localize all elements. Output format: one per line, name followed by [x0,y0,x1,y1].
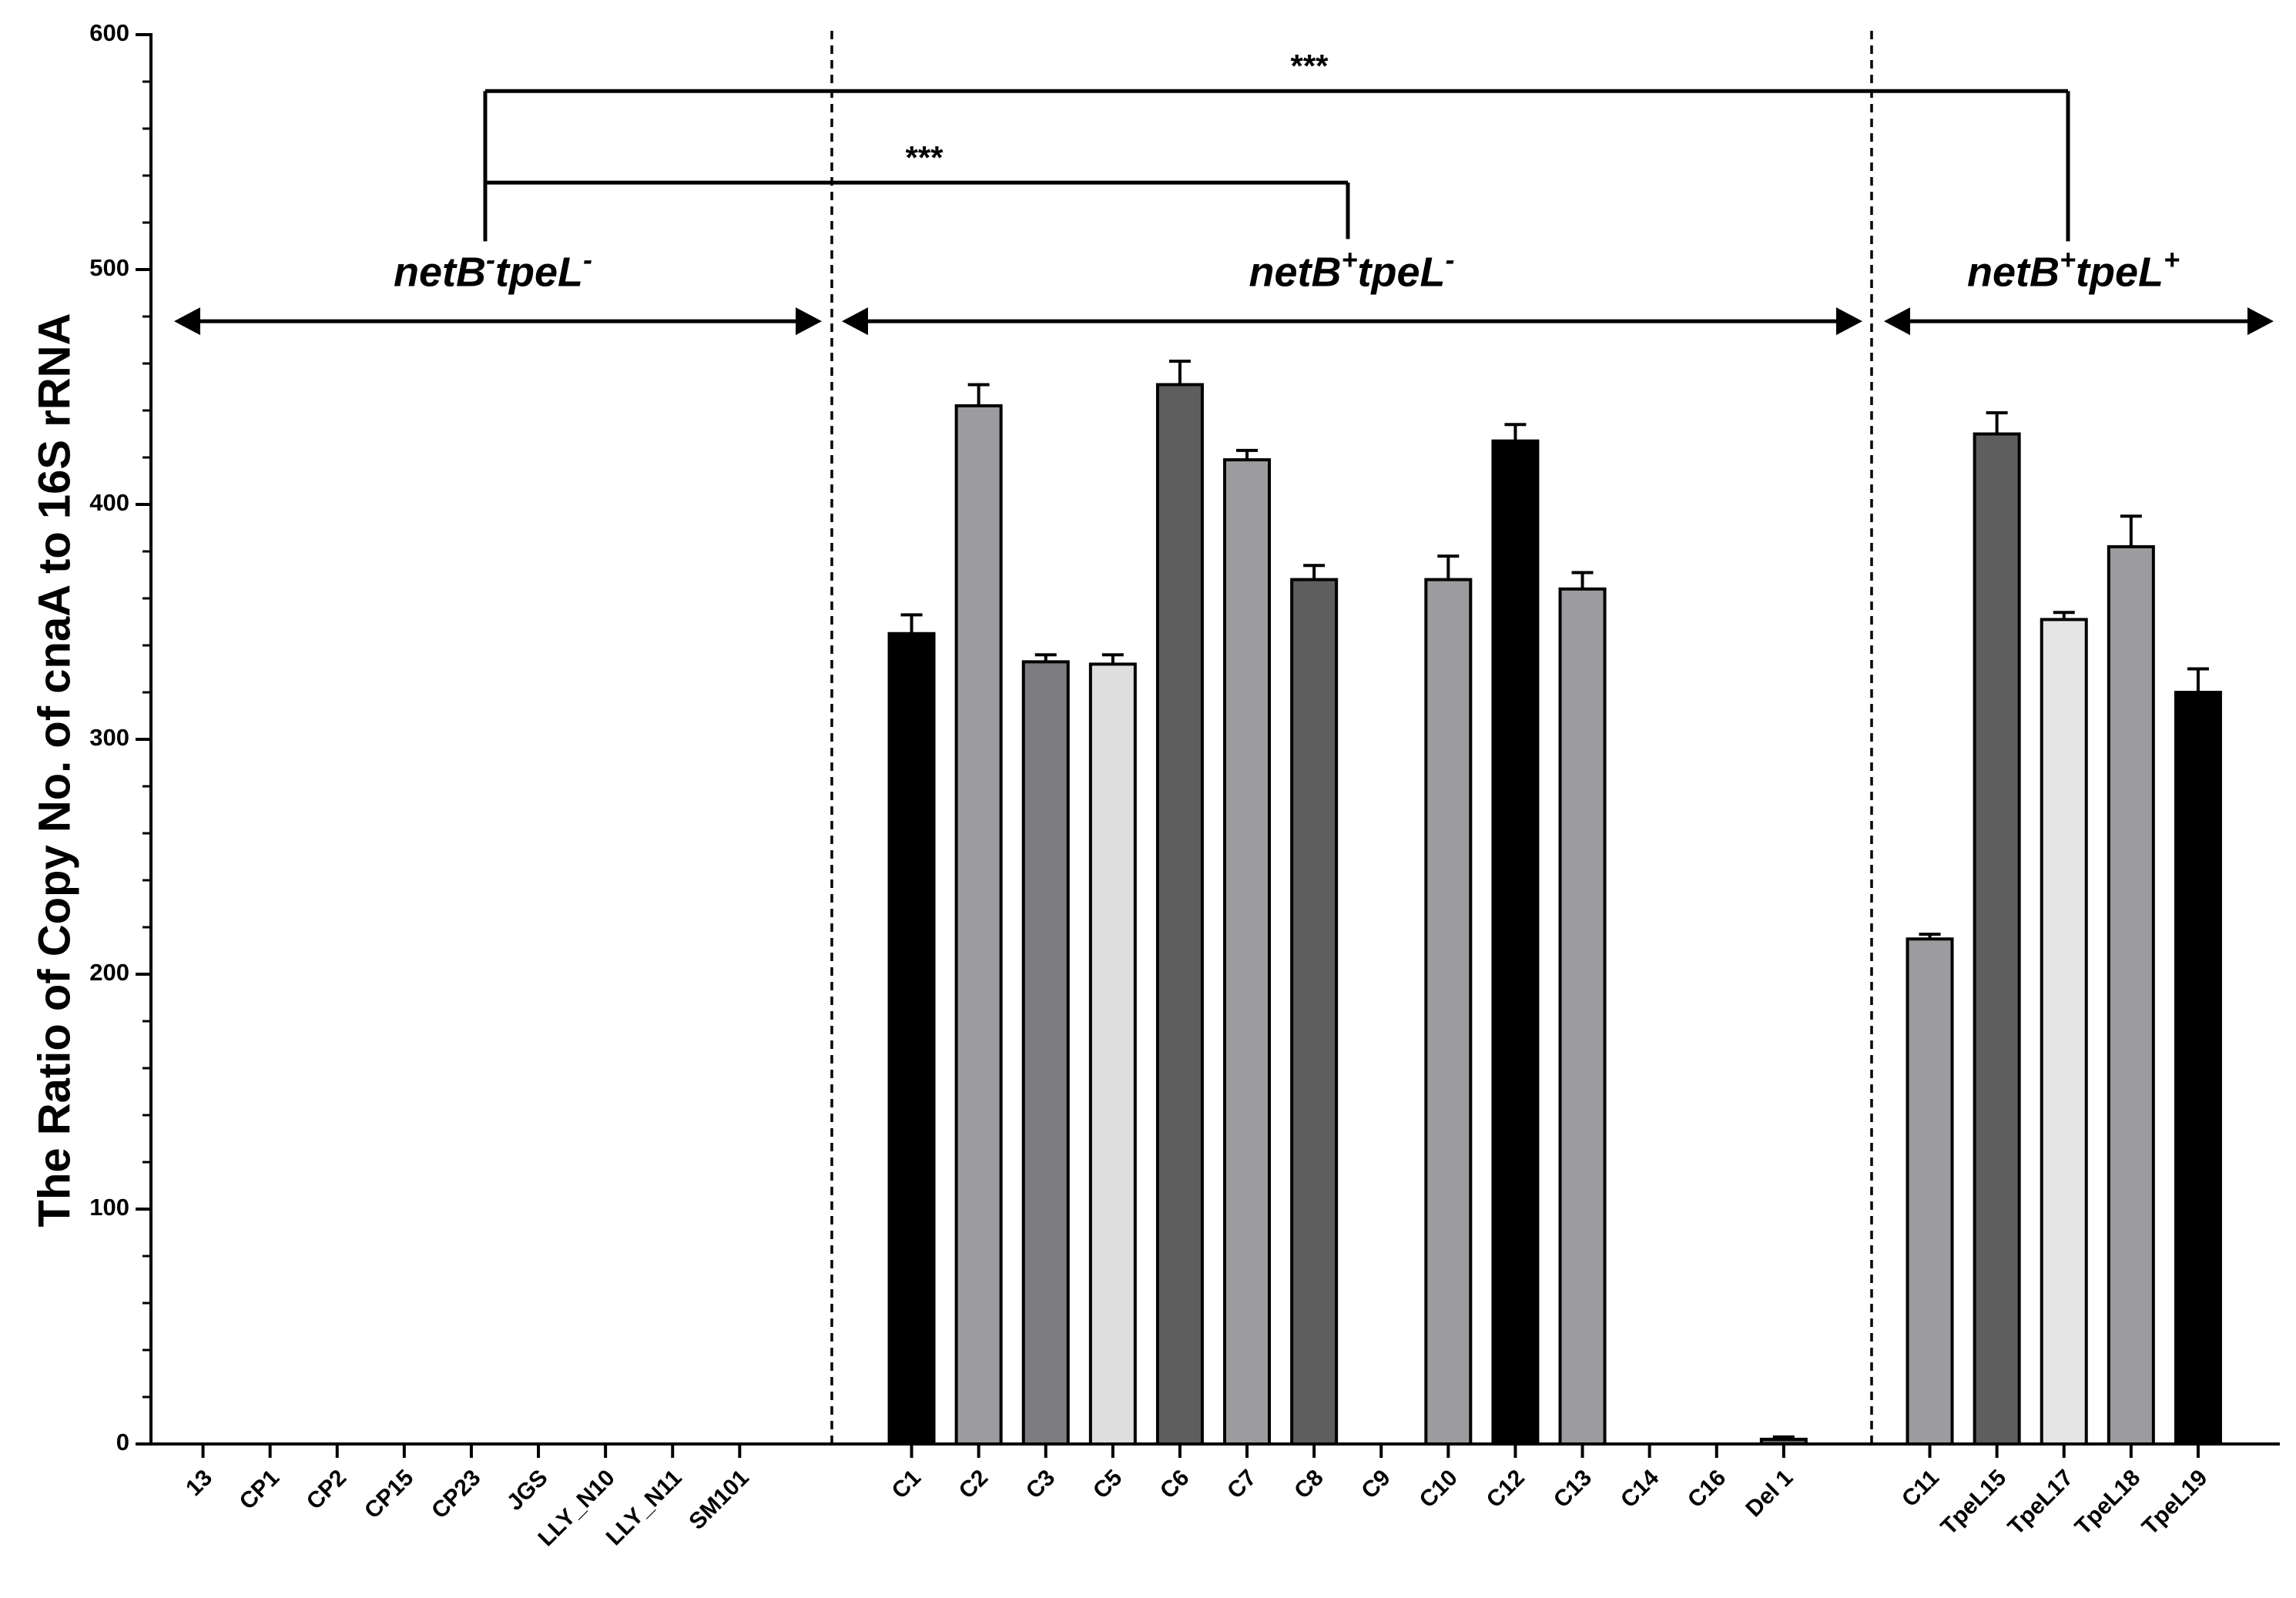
significance-label: *** [905,139,944,176]
group-label: netB+tpeL+ [1967,243,2180,295]
arrow-head-left [174,307,200,336]
x-tick-label: TpeL18 [2070,1465,2146,1540]
x-tick-label: CP2 [302,1465,352,1515]
bar [1759,1437,1808,1446]
bar [1155,383,1204,1446]
bar [1558,587,1607,1446]
y-tick-label: 200 [89,959,129,986]
x-tick-label: 13 [181,1465,217,1501]
bar [1424,578,1473,1446]
y-tick-label: 300 [89,724,129,751]
x-tick-label: C14 [1616,1465,1664,1513]
bar [1088,662,1137,1446]
error-bars [900,359,2209,1439]
y-tick-label: 500 [89,254,129,281]
bar [1223,458,1272,1446]
x-tick-label: TpeL19 [2137,1465,2213,1540]
y-tick-label: 0 [116,1429,129,1456]
arrow-head-right [796,307,822,336]
x-tick-label: C7 [1222,1465,1261,1503]
group-label: netB-tpeL- [394,243,592,295]
x-tick-label: JGS [502,1465,553,1516]
x-tick-label: TpeL15 [1936,1465,2012,1540]
bar [954,404,1003,1446]
y-tick-label: 600 [89,19,129,46]
bar [1021,660,1070,1446]
bar [1906,937,1954,1446]
bar [2107,544,2155,1446]
x-tick-label: C1 [887,1465,926,1503]
bars [887,383,2222,1446]
x-tick-label: C3 [1021,1465,1060,1503]
annotations: netB-tpeL-netB+tpeL-netB+tpeL+ *** *** [174,31,2274,1444]
x-tick-label: CP23 [427,1465,485,1523]
arrow-head-right [2247,307,2274,336]
x-tick-label: C11 [1897,1465,1944,1512]
arrow-head-right [1836,307,1862,336]
x-tick-label: CP15 [360,1465,418,1523]
x-tick-label: CP1 [235,1465,285,1515]
y-axis-label: The Ratio of Copy No. of cnaA to 16S rRN… [29,313,79,1228]
x-tick-label: C9 [1356,1465,1395,1503]
bar [887,631,936,1446]
bar [2040,618,2088,1446]
x-tick-label: TpeL17 [2003,1465,2079,1540]
significance-label: *** [1290,48,1329,84]
x-tick-label: Del 1 [1741,1465,1798,1522]
x-tick-label: C10 [1415,1465,1463,1513]
x-tick-label: C2 [954,1465,993,1503]
bar [2174,691,2222,1446]
x-tick-label: C13 [1549,1465,1597,1513]
bar [1973,432,2021,1446]
x-tick-label: C8 [1289,1465,1328,1503]
bar [1290,578,1339,1446]
bar [1491,439,1540,1446]
x-tick-label: C12 [1482,1465,1530,1513]
arrow-head-left [1884,307,1910,336]
x-tick-label: C16 [1683,1465,1731,1513]
x-tick-label: SM101 [684,1465,754,1535]
x-tick-label: C5 [1088,1465,1127,1503]
y-tick-label: 100 [89,1194,129,1221]
arrow-head-left [842,307,868,336]
x-tick-label: C6 [1155,1465,1194,1503]
group-label: netB+tpeL- [1249,243,1454,295]
y-tick-label: 400 [89,489,129,516]
